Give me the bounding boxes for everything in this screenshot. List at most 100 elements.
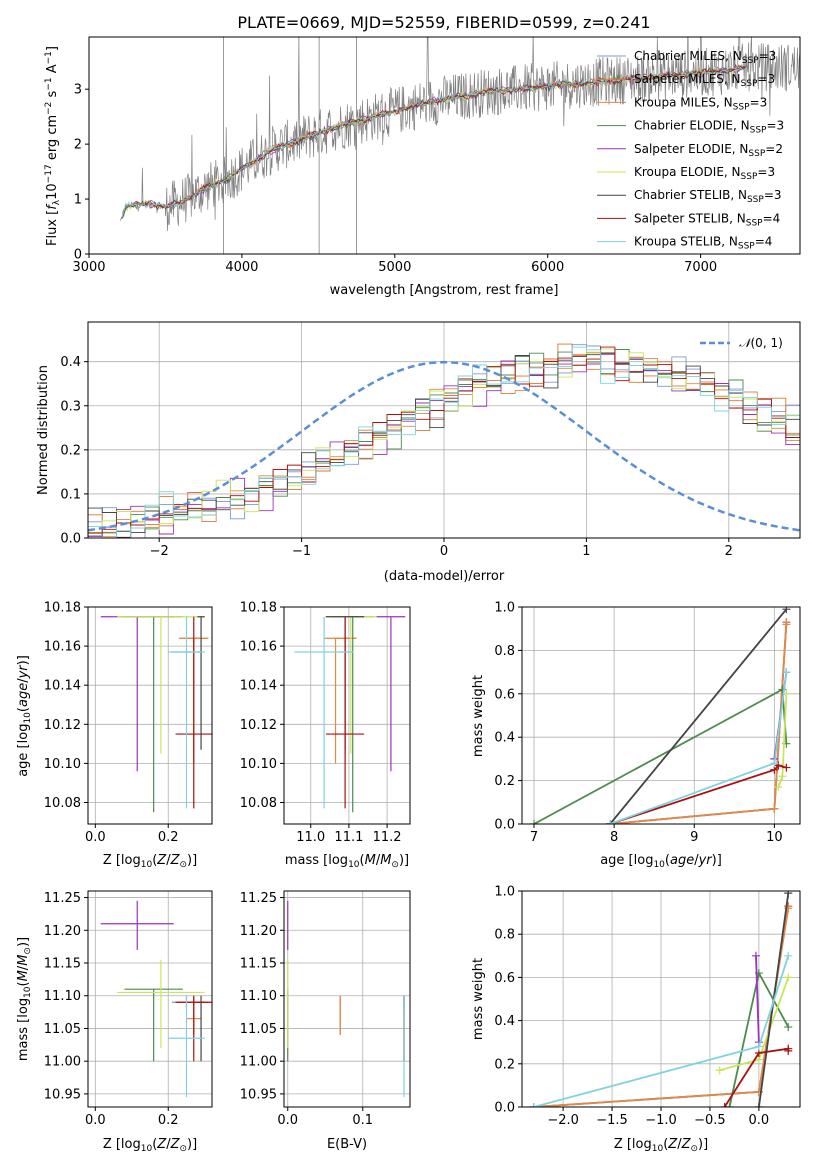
- weight-marker-kroupa-stelib: [784, 951, 793, 960]
- weight-lines: [530, 607, 791, 824]
- y-tick-label: 0.3: [60, 399, 81, 414]
- x-tick-label: −0.5: [694, 1113, 726, 1128]
- histogram-salpeter-stelib: [88, 346, 800, 534]
- x-tick-label: 0.0: [749, 1113, 770, 1128]
- y-tick-label: 0.4: [494, 1014, 515, 1029]
- mass-vs-z-xlabel: Z [log10(Z/Z⊙)]: [103, 1137, 197, 1154]
- weight-vs-z-frame: [521, 890, 801, 1108]
- x-tick-label: 7: [530, 830, 538, 845]
- y-tick-label: 1.0: [494, 885, 515, 900]
- y-tick-label: 10.14: [44, 679, 81, 694]
- residual-frame: [87, 321, 801, 539]
- x-tick-label: 0.0: [85, 830, 106, 845]
- x-tick-label: 6000: [531, 260, 564, 275]
- y-tick-label: 10.12: [44, 718, 81, 733]
- age-vs-z-ylabel: age [log10(age/yr)]: [16, 655, 33, 777]
- weight-marker-chabrier-stelib: [782, 607, 791, 614]
- weight-vs-z-xlabel: Z [log10(Z/Z⊙)]: [614, 1137, 708, 1154]
- x-tick-label: 0.1: [352, 1113, 373, 1128]
- x-tick-label: 3000: [72, 260, 105, 275]
- weight-marker-kroupa-stelib: [754, 1042, 763, 1051]
- weight-vs-age-frame: [521, 606, 801, 825]
- legend-label-1: Salpeter MILES, NSSP=3: [634, 72, 775, 89]
- legend-label-2: Kroupa MILES, NSSP=3: [634, 95, 767, 112]
- x-tick-label: 7000: [684, 260, 717, 275]
- legend-label-3: Chabrier ELODIE, NSSP=3: [634, 119, 784, 136]
- weight-marker-salpeter-stelib: [774, 761, 783, 770]
- error-bars: [294, 616, 406, 813]
- y-tick-label: 11.00: [44, 1055, 81, 1070]
- legend-label-4: Salpeter ELODIE, NSSP=2: [634, 142, 783, 159]
- x-tick-label: 1: [582, 544, 590, 559]
- y-tick-label: 10.10: [240, 757, 277, 772]
- y-tick-label: 10.18: [240, 601, 277, 616]
- spectrum-legend: Chabrier MILES, NSSP=3 Salpeter MILES, NS…: [597, 49, 784, 252]
- y-tick-label: 0.0: [494, 1101, 515, 1116]
- weight-line-chabrier-stelib: [609, 608, 788, 824]
- weight-marker-salpeter-stelib: [720, 1103, 729, 1107]
- y-tick-label: 11.20: [240, 924, 277, 939]
- weight-line-kroupa-stelib: [609, 671, 788, 824]
- y-tick-label: 3: [74, 83, 82, 98]
- legend-label-6: Chabrier STELIB, NSSP=3: [634, 188, 782, 205]
- histogram-chabrier-stelib: [88, 352, 800, 538]
- x-tick-label: 10: [766, 830, 783, 845]
- x-tick-label: 11.2: [373, 830, 402, 845]
- spectrum-panel: PLATE=0669, MJD=52559, FIBERID=0599, z=0…: [44, 13, 801, 298]
- weight-marker-kroupa-miles: [782, 620, 791, 629]
- x-tick-label: −2: [150, 544, 169, 559]
- x-tick-label: −1.5: [596, 1113, 628, 1128]
- mass-vs-ebv-xlabel: E(B-V): [327, 1137, 367, 1152]
- y-tick-label: 11.25: [240, 891, 277, 906]
- spectrum-ylabel: Flux [fλ10−17 erg cm−2 s−1 A−1]: [44, 46, 62, 246]
- x-tick-label: 9: [690, 830, 698, 845]
- y-tick-label: 11.20: [44, 924, 81, 939]
- y-tick-label: 11.10: [44, 989, 81, 1004]
- weight-marker-kroupa-elodie: [784, 973, 793, 982]
- y-tick-label: 2: [74, 138, 82, 153]
- residual-ylabel: Normed distribution: [36, 365, 51, 495]
- x-tick-label: 5000: [378, 260, 411, 275]
- weight-vs-z-ylabel: mass weight: [471, 958, 486, 1040]
- model-spectrum-8: [122, 66, 747, 216]
- y-tick-label: 0: [74, 248, 82, 263]
- y-tick-label: 11.05: [44, 1022, 81, 1037]
- y-tick-label: 0.2: [494, 774, 515, 789]
- weight-marker-salpeter-stelib: [784, 1046, 793, 1055]
- x-tick-label: 11.0: [296, 830, 325, 845]
- mass-vs-ebv-frame: [283, 890, 411, 1108]
- weight-vs-age-ylabel: mass weight: [471, 675, 486, 757]
- observed-spectrum: [119, 37, 800, 231]
- y-tick-label: 10.18: [44, 601, 81, 616]
- age-vs-z-panel: 0.0 0.2 10.08 10.10 10.12 10.14 10.16 10.18 Z […: [16, 601, 213, 870]
- x-tick-label: 0.0: [277, 1113, 298, 1128]
- gaussian-curve: [88, 360, 800, 532]
- age-vs-mass-frame: [283, 606, 411, 825]
- y-tick-label: 1: [74, 193, 82, 208]
- x-tick-label: −1.0: [645, 1113, 677, 1128]
- weight-marker-chabrier-elodie: [530, 820, 539, 824]
- spectrum-frame: [88, 36, 801, 255]
- legend-label-8: Kroupa STELIB, NSSP=4: [634, 235, 772, 252]
- x-tick-label: 11.1: [334, 830, 363, 845]
- x-tick-label: 0: [440, 544, 448, 559]
- y-tick-label: 0.6: [494, 971, 515, 986]
- mass-vs-z-frame: [87, 890, 213, 1108]
- weight-marker-kroupa-stelib: [529, 1103, 538, 1107]
- gauss-legend-label: 𝒩(0, 1): [739, 336, 783, 350]
- weight-marker-salpeter-stelib: [782, 763, 791, 772]
- x-tick-label: 2: [725, 544, 733, 559]
- weight-line-salpeter-stelib: [723, 1047, 790, 1107]
- x-tick-label: 0.2: [158, 1113, 179, 1128]
- weight-marker-kroupa-elodie: [715, 1066, 724, 1075]
- weight-vs-z-panel: −2.0 −1.5 −1.0 −0.5 0.0 0.0 0.2 0.4 0.6 0.8 1.0 Z …: [471, 885, 801, 1154]
- mass-vs-z-ylabel: mass [log10(M/M⊙)]: [16, 937, 33, 1061]
- y-tick-label: 10.08: [240, 796, 277, 811]
- y-tick-label: 10.95: [240, 1087, 277, 1102]
- error-bars: [100, 616, 212, 813]
- y-tick-label: 0.8: [494, 928, 515, 943]
- y-tick-label: 11.15: [44, 957, 81, 972]
- y-tick-label: 10.10: [44, 757, 81, 772]
- weight-marker-chabrier-elodie: [784, 1023, 793, 1032]
